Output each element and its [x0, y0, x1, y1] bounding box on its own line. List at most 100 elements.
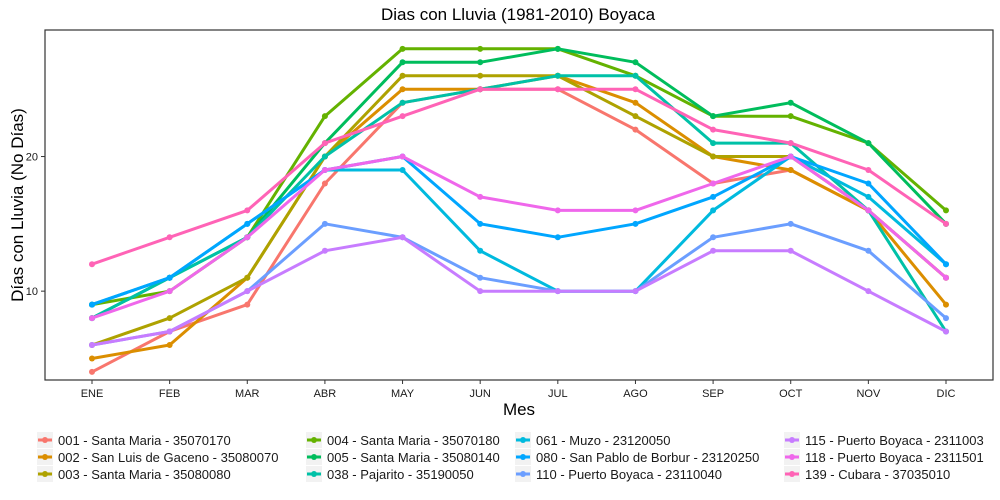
data-point [321, 113, 328, 120]
x-tick-label: FEB [159, 388, 180, 400]
legend-label: 004 - Santa Maria - 35070180 [327, 433, 500, 448]
data-point [943, 315, 949, 322]
x-tick-label: SEP [702, 388, 724, 400]
legend-swatch-point [789, 454, 795, 460]
x-tick-label: AGO [623, 388, 648, 400]
data-point [943, 274, 949, 281]
legend-swatch-point [520, 454, 526, 460]
data-point [399, 234, 406, 241]
data-point [787, 113, 794, 120]
data-point [399, 99, 406, 106]
legend-item: 139 - Cubara - 37035010 [784, 466, 950, 482]
data-point [632, 59, 639, 66]
series-line [90, 155, 948, 320]
data-point [399, 45, 406, 52]
x-axis-title: Mes [503, 400, 535, 419]
legend-swatch-point [789, 471, 795, 477]
legend-label: 061 - Muzo - 23120050 [536, 433, 670, 448]
data-point [787, 153, 794, 160]
data-point [710, 140, 717, 147]
legend-swatch-point [311, 471, 317, 477]
data-point [477, 274, 484, 281]
data-point [865, 207, 872, 214]
data-point [477, 220, 484, 227]
legend-swatch-point [42, 471, 48, 477]
y-axis-title: Días con Lluvia (No Días) [8, 108, 27, 302]
data-point [554, 288, 561, 295]
data-point [477, 288, 484, 295]
data-point [632, 207, 639, 214]
data-point [244, 301, 251, 308]
legend-swatch-point [311, 437, 317, 443]
data-point [865, 193, 872, 200]
legend-item: 001 - Santa Maria - 35070170 [37, 432, 231, 448]
data-point [166, 342, 173, 348]
data-point [89, 301, 95, 308]
data-point [710, 126, 717, 133]
data-point [477, 59, 484, 66]
data-point [89, 261, 95, 268]
x-tick-label: JUL [548, 388, 568, 400]
legend-item: 038 - Pajarito - 35190050 [306, 466, 474, 482]
legend-label: 080 - San Pablo de Borbur - 23120250 [536, 450, 759, 465]
legend: 001 - Santa Maria - 35070170 002 - San Lu… [37, 432, 984, 482]
series-layer [89, 45, 949, 375]
data-point [166, 315, 173, 322]
data-point [477, 45, 484, 52]
data-point [943, 261, 949, 268]
data-point [632, 220, 639, 227]
data-point [943, 301, 949, 308]
x-tick-label: MAY [391, 388, 415, 400]
legend-label: 005 - Santa Maria - 35080140 [327, 450, 500, 465]
legend-swatch-point [311, 454, 317, 460]
data-point [943, 220, 949, 227]
data-point [321, 220, 328, 227]
x-tick-label: ABR [314, 388, 337, 400]
x-tick-label: JUN [469, 388, 490, 400]
legend-label: 003 - Santa Maria - 35080080 [58, 467, 231, 482]
data-point [710, 113, 717, 120]
data-point [89, 342, 95, 348]
data-point [943, 207, 949, 214]
legend-item: 004 - Santa Maria - 35070180 [306, 432, 500, 448]
data-point [399, 86, 406, 93]
data-point [399, 59, 406, 66]
legend-item: 080 - San Pablo de Borbur - 23120250 [515, 449, 759, 465]
series-group [89, 153, 949, 322]
data-point [554, 86, 561, 93]
data-point [632, 99, 639, 106]
legend-swatch-point [520, 437, 526, 443]
data-point [632, 113, 639, 120]
legend-swatch-point [520, 471, 526, 477]
data-point [244, 288, 251, 295]
data-point [321, 153, 328, 160]
data-point [244, 207, 251, 214]
data-point [166, 274, 173, 281]
data-point [321, 247, 328, 254]
legend-label: 002 - San Luis de Gaceno - 35080070 [58, 450, 278, 465]
data-point [321, 140, 328, 147]
data-point [399, 113, 406, 120]
data-point [710, 207, 717, 214]
data-point [865, 140, 872, 147]
data-point [632, 86, 639, 93]
data-point [89, 368, 95, 375]
data-point [710, 193, 717, 200]
data-point [399, 153, 406, 160]
data-point [399, 167, 406, 173]
data-point [244, 274, 251, 281]
y-axis: 10 20 [26, 152, 45, 298]
legend-label: 118 - Puerto Boyaca - 2311501 [805, 450, 984, 465]
x-tick-label: ENE [81, 388, 104, 400]
data-point [787, 99, 794, 106]
data-point [865, 288, 872, 295]
data-point [787, 167, 794, 173]
series-line [90, 87, 948, 266]
data-point [554, 207, 561, 214]
data-point [244, 220, 251, 227]
legend-label: 038 - Pajarito - 35190050 [327, 467, 474, 482]
legend-item: 110 - Puerto Boyaca - 23110040 [515, 466, 722, 482]
data-point [399, 72, 406, 79]
data-point [89, 355, 95, 362]
